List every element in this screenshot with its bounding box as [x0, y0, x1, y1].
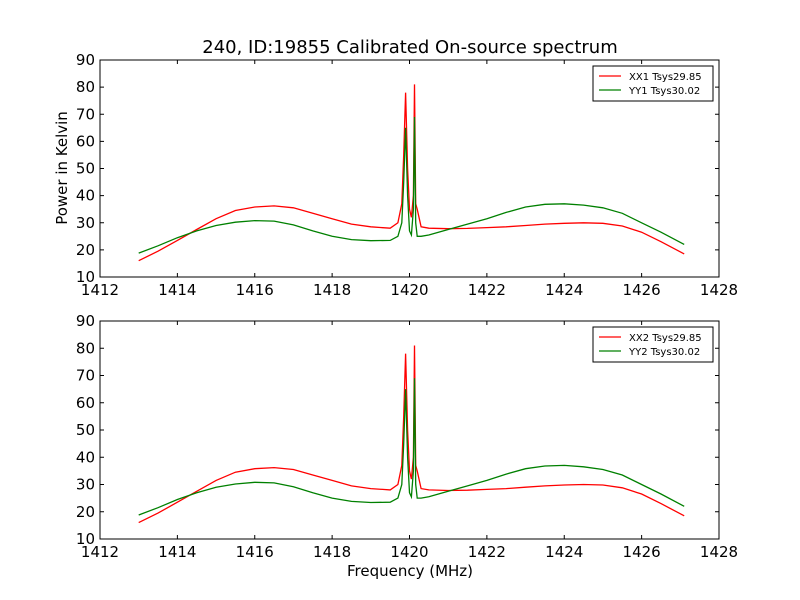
- top-x-tick-label: 1428: [700, 281, 738, 299]
- top-x-tick-label: 1414: [158, 281, 196, 299]
- top-x-tick-label: 1426: [623, 281, 661, 299]
- top-x-tick-label: 1424: [545, 281, 583, 299]
- bottom-legend-label-2: YY2 Tsys30.02: [628, 347, 700, 358]
- top-legend-label-1: XX1 Tsys29.85: [629, 72, 702, 83]
- top-legend: XX1 Tsys29.85 YY1 Tsys30.02: [592, 65, 714, 102]
- top-y-tick-label: 30: [76, 214, 95, 232]
- bottom-y-tick-label: 70: [76, 367, 95, 385]
- bottom-y-tick-label: 10: [76, 530, 95, 548]
- bottom-x-tick-label: 1418: [313, 543, 351, 561]
- bottom-plot: 1412 1414 1416 1418 1420 1422 1424 1426 1428 10 20…: [76, 312, 738, 561]
- top-y-tick-label: 50: [76, 160, 95, 178]
- bottom-x-tick-label: 1428: [700, 543, 738, 561]
- bottom-series-line-2: [138, 378, 685, 516]
- top-series-line-1: [138, 84, 685, 262]
- bottom-series-line-1: [138, 345, 685, 524]
- bottom-x-tick-label: 1414: [158, 543, 196, 561]
- top-x-tick-label: 1418: [313, 281, 351, 299]
- top-x-tick-label: 1412: [81, 281, 119, 299]
- chart-title: 240, ID:19855 Calibrated On-source spect…: [202, 37, 618, 58]
- top-legend-label-2: YY1 Tsys30.02: [628, 86, 700, 97]
- bottom-x-tick-label: 1426: [623, 543, 661, 561]
- bottom-legend: XX2 Tsys29.85 YY2 Tsys30.02: [592, 326, 714, 363]
- bottom-x-tick-label: 1420: [390, 543, 428, 561]
- top-x-tick-label: 1420: [390, 281, 428, 299]
- top-y-tick-label: 90: [76, 51, 95, 69]
- bottom-y-tick-label: 40: [76, 448, 95, 466]
- bottom-y-tick-label: 20: [76, 503, 95, 521]
- bottom-y-tick-label: 80: [76, 339, 95, 357]
- y-axis-label: Power in Kelvin: [53, 111, 71, 225]
- bottom-x-tick-label: 1412: [81, 543, 119, 561]
- bottom-y-tick-label: 30: [76, 476, 95, 494]
- bottom-y-tick-label: 90: [76, 312, 95, 330]
- top-legend-box: [592, 65, 714, 102]
- bottom-x-tick-label: 1422: [468, 543, 506, 561]
- x-axis-label: Frequency (MHz): [347, 562, 473, 580]
- top-y-tick-label: 10: [76, 268, 95, 286]
- top-series-line-2: [138, 116, 685, 254]
- bottom-x-tick-label: 1424: [545, 543, 583, 561]
- top-y-tick-label: 70: [76, 105, 95, 123]
- top-x-tick-label: 1422: [468, 281, 506, 299]
- top-y-tick-label: 40: [76, 187, 95, 205]
- bottom-legend-box: [592, 326, 714, 363]
- bottom-x-tick-label: 1416: [236, 543, 274, 561]
- top-y-tick-label: 80: [76, 78, 95, 96]
- top-x-tick-label: 1416: [236, 281, 274, 299]
- bottom-legend-label-1: XX2 Tsys29.85: [629, 333, 702, 344]
- top-plot: 1412 1414 1416 1418 1420 1422 1424 1426 1428 10 20…: [76, 51, 738, 299]
- bottom-y-tick-label: 50: [76, 421, 95, 439]
- bottom-y-tick-label: 60: [76, 394, 95, 412]
- top-y-tick-label: 60: [76, 132, 95, 150]
- top-y-tick-label: 20: [76, 241, 95, 259]
